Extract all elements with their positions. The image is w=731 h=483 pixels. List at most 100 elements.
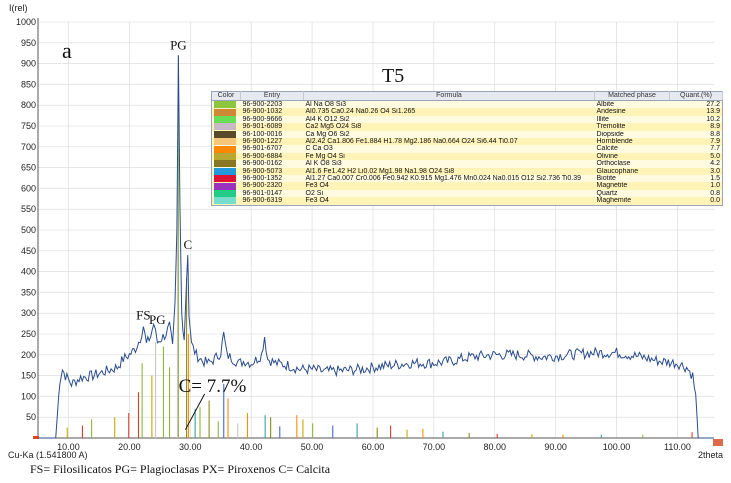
phase-row[interactable]: 96-900-1227 Al2.42 Ca1.806 Fe1.884 H1.78 … bbox=[211, 138, 723, 146]
phase-row[interactable]: 96-900-1352 Al1.27 Ca0.007 Cr0.006 Fe0.94… bbox=[211, 175, 723, 183]
x-tick-label: 90.00 bbox=[544, 442, 567, 452]
y-tick-label: 800 bbox=[21, 100, 36, 110]
phase-color-cell bbox=[212, 123, 241, 131]
phase-name: Diopside bbox=[596, 130, 624, 138]
phase-color-cell bbox=[212, 101, 241, 109]
phase-name: Hornblende bbox=[596, 138, 633, 146]
phase-formula: Fe3 O4 bbox=[305, 197, 329, 205]
x-axis-label: 2theta bbox=[698, 450, 724, 460]
phase-color-swatch bbox=[214, 167, 236, 175]
y-tick-label: 600 bbox=[21, 183, 36, 193]
phase-color-swatch bbox=[214, 123, 236, 131]
gridlines bbox=[38, 21, 714, 438]
phase-color-swatch bbox=[214, 197, 236, 205]
phase-quant: 0.8 bbox=[710, 189, 720, 197]
phase-quant: 7.9 bbox=[710, 138, 720, 146]
phase-entry: 96-900-6884 bbox=[242, 152, 283, 160]
phase-color-cell bbox=[212, 130, 241, 138]
x-tick-label: 100.00 bbox=[603, 442, 631, 452]
peak-label: C bbox=[183, 237, 192, 252]
phase-formula: Al K O8 Si3 bbox=[305, 160, 342, 168]
phase-row[interactable]: 96-100-0016 Ca Mg O6 Si2 Diopside 8.8 bbox=[211, 130, 723, 139]
phase-name: Magnetite bbox=[596, 182, 628, 190]
phase-row[interactable]: 96-900-6884 Fe Mg O4 Si Olivine 5.0 bbox=[211, 152, 723, 161]
y-tick-label: 400 bbox=[21, 267, 36, 277]
col-entry[interactable]: Entry bbox=[240, 91, 304, 101]
phase-formula: O2 Si bbox=[305, 189, 324, 197]
phase-formula: Al Na O8 Si3 bbox=[305, 101, 346, 108]
axes bbox=[37, 18, 714, 439]
phase-name: Olivine bbox=[596, 152, 618, 160]
phase-formula: Al2.42 Ca1.806 Fe1.884 H1.78 Mg2.186 Na0… bbox=[305, 138, 518, 146]
phase-row[interactable]: 96-900-6319 Fe3 O4 Maghemite 0.0 bbox=[211, 197, 723, 206]
phase-formula: Al1.27 Ca0.007 Cr0.006 Fe0.942 K0.915 Mg… bbox=[305, 175, 582, 183]
phase-quant: 7.7 bbox=[710, 145, 720, 153]
x-tick-label: 80.00 bbox=[483, 442, 506, 452]
phase-quant: 8.8 bbox=[710, 130, 720, 138]
phase-row[interactable]: 96-900-2320 Fe3 O4 Magnetite 1.0 bbox=[211, 182, 723, 190]
phase-quant: 8.9 bbox=[710, 123, 720, 131]
phase-quant: 0.0 bbox=[710, 197, 720, 205]
diffraction-pattern-line bbox=[38, 55, 714, 439]
phase-quant: 1.0 bbox=[710, 182, 720, 190]
phase-quant: 1.5 bbox=[710, 175, 720, 183]
y-tick-label: 100 bbox=[21, 391, 36, 401]
col-formula[interactable]: Formula bbox=[303, 91, 595, 101]
phase-name: Glaucophane bbox=[596, 167, 639, 175]
phase-formula: Ca Mg O6 Si2 bbox=[305, 130, 350, 138]
phase-color-swatch bbox=[214, 108, 236, 116]
x-tick-label: 70.00 bbox=[423, 442, 446, 452]
y-tick-label: 200 bbox=[21, 350, 36, 360]
col-matched-phase[interactable]: Matched phase bbox=[594, 91, 670, 101]
phase-entry: 96-100-0016 bbox=[242, 130, 283, 138]
y-tick-label: 500 bbox=[21, 225, 36, 235]
x-tick-labels: 10.00 20.00 30.00 40.00 50.00 60.00 70.00 80.00… bbox=[57, 442, 691, 452]
phase-entry: 96-901-0147 bbox=[242, 189, 283, 197]
peak-label: PG bbox=[149, 312, 166, 327]
phase-color-cell bbox=[212, 190, 241, 198]
phase-row[interactable]: 96-901-6707 C Ca O3 Calcite 7.7 bbox=[211, 145, 723, 153]
phase-color-cell bbox=[212, 197, 241, 205]
sample-label: T5 bbox=[382, 65, 404, 87]
phase-formula: Al0.735 Ca0.24 Na0.26 O4 Si1.265 bbox=[305, 108, 416, 116]
phase-name: Orthoclase bbox=[596, 160, 631, 168]
phase-formula: Ca2 Mg5 O24 Si8 bbox=[305, 123, 362, 131]
phase-color-cell bbox=[212, 108, 241, 116]
phase-row[interactable]: 96-901-0147 O2 Si Quartz 0.8 bbox=[211, 189, 723, 198]
phase-name: Calcite bbox=[596, 145, 618, 153]
phase-color-swatch bbox=[214, 130, 236, 138]
phase-color-swatch bbox=[214, 101, 236, 109]
phase-row[interactable]: 96-900-2203 Al Na O8 Si3 Albite 27.2 bbox=[211, 100, 723, 109]
phase-row[interactable]: 96-901-6089 Ca2 Mg5 O24 Si8 Tremolite 8.9 bbox=[211, 123, 723, 131]
phase-row[interactable]: 96-900-0162 Al K O8 Si3 Orthoclase 4.2 bbox=[211, 160, 723, 168]
y-tick-label: 950 bbox=[21, 38, 36, 48]
phase-quant: 3.0 bbox=[710, 167, 720, 175]
phase-color-cell bbox=[212, 160, 241, 168]
phase-quant: 4.2 bbox=[710, 160, 720, 168]
phase-color-cell bbox=[212, 182, 241, 190]
col-quant[interactable]: Quant.(%) bbox=[669, 91, 723, 101]
y-tick-label: 150 bbox=[21, 371, 36, 381]
phase-color-swatch bbox=[214, 153, 236, 161]
phase-quant: 10.2 bbox=[706, 115, 720, 123]
phase-color-swatch bbox=[214, 145, 236, 153]
phase-entry: 96-900-9666 bbox=[242, 115, 283, 123]
x-tick-label: 20.00 bbox=[118, 442, 141, 452]
y-tick-label: 1000 bbox=[16, 17, 36, 27]
phase-table: Color Entry Formula Matched phase Quant.… bbox=[211, 91, 723, 206]
y-tick-label: 350 bbox=[21, 287, 36, 297]
phase-row[interactable]: 96-900-5073 Al1.6 Fe1.42 H2 Li0.02 Mg1.98… bbox=[211, 167, 723, 176]
phase-name: Andesine bbox=[596, 108, 626, 116]
radiation-label: Cu-Ka (1.541800 A) bbox=[8, 450, 88, 460]
phase-color-swatch bbox=[214, 190, 236, 198]
phase-color-swatch bbox=[214, 138, 236, 146]
phase-row[interactable]: 96-900-1032 Al0.735 Ca0.24 Na0.26 O4 Si1.… bbox=[211, 108, 723, 116]
phase-color-cell bbox=[212, 153, 241, 161]
col-color[interactable]: Color bbox=[211, 91, 241, 101]
phase-row[interactable]: 96-900-9666 Al4 K O12 Si2 Illite 10.2 bbox=[211, 115, 723, 124]
phase-formula: Fe3 O4 bbox=[305, 182, 329, 190]
calcite-annotation: C= 7.7% bbox=[179, 376, 247, 397]
x-tick-label: 50.00 bbox=[301, 442, 324, 452]
